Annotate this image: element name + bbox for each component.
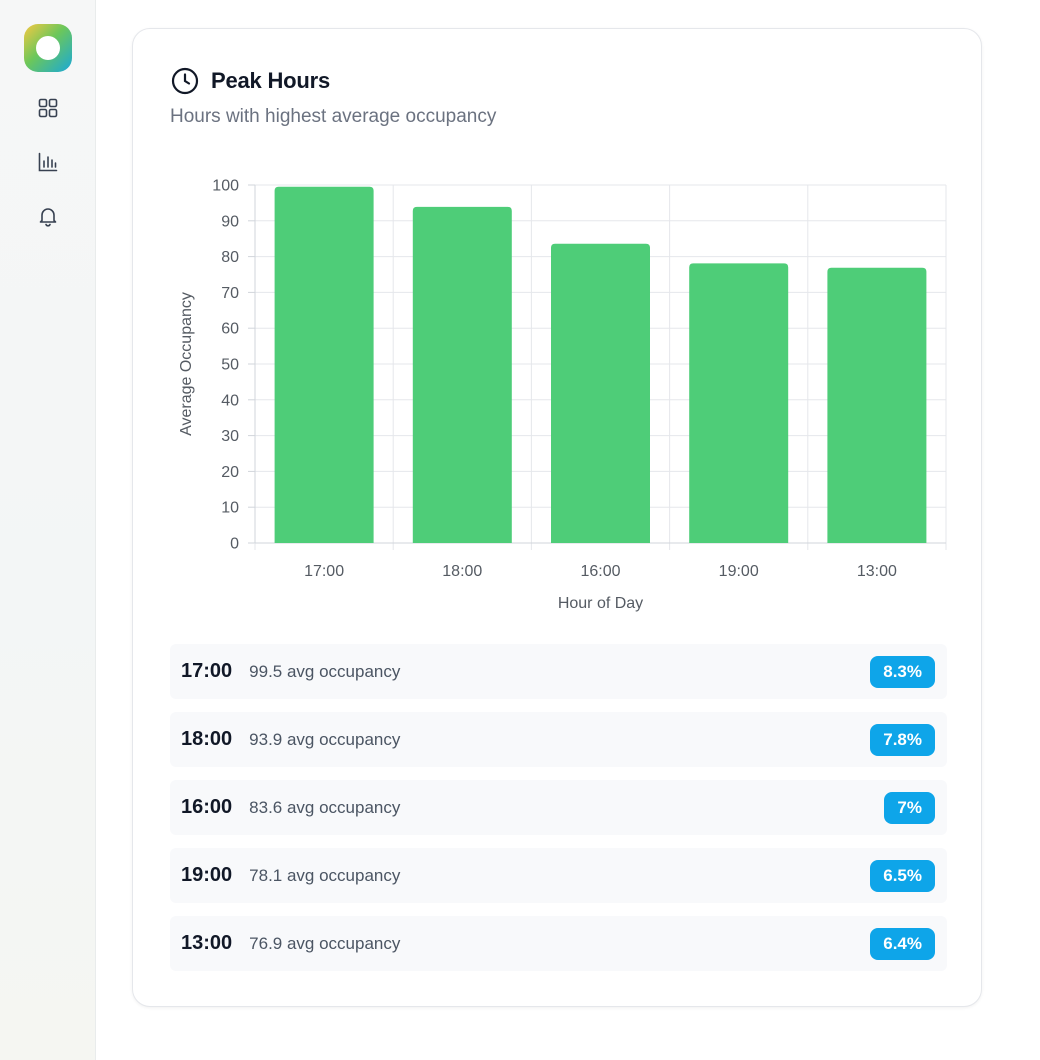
card-subtitle: Hours with highest average occupancy bbox=[170, 106, 497, 127]
list-item: 16:00 83.6 avg occupancy 7% bbox=[170, 780, 947, 835]
list-item: 18:00 93.9 avg occupancy 7.8% bbox=[170, 712, 947, 767]
list-item: 19:00 78.1 avg occupancy 6.5% bbox=[170, 848, 947, 903]
x-tick-label: 19:00 bbox=[719, 563, 759, 580]
y-tick-label: 50 bbox=[221, 357, 239, 374]
card-header: Peak Hours bbox=[170, 66, 330, 96]
bar-chart-icon[interactable] bbox=[36, 150, 60, 174]
bar-1600 bbox=[551, 243, 650, 543]
peak-hours-list: 17:00 99.5 avg occupancy 8.3% 18:00 93.9… bbox=[170, 644, 947, 984]
row-hour: 19:00 bbox=[181, 864, 233, 886]
bar-1700 bbox=[274, 186, 374, 544]
y-tick-label: 10 bbox=[221, 500, 239, 517]
bar-1900 bbox=[689, 263, 789, 543]
clock-icon bbox=[170, 66, 200, 96]
row-hour: 13:00 bbox=[181, 932, 233, 954]
y-tick-label: 60 bbox=[221, 321, 239, 338]
y-tick-label: 30 bbox=[221, 428, 239, 445]
share-badge: 8.3% bbox=[870, 656, 935, 688]
row-occupancy: 83.6 avg occupancy bbox=[249, 797, 401, 817]
row-hour: 16:00 bbox=[181, 796, 233, 818]
share-badge: 7% bbox=[884, 792, 935, 824]
row-occupancy: 78.1 avg occupancy bbox=[249, 865, 401, 885]
card-title: Peak Hours bbox=[211, 68, 331, 93]
share-badge: 6.5% bbox=[870, 860, 935, 892]
row-hour: 18:00 bbox=[181, 728, 233, 750]
sidebar bbox=[0, 0, 96, 1060]
x-tick-label: 13:00 bbox=[857, 563, 897, 580]
peak-hours-card: Peak Hours Hours with highest average oc… bbox=[132, 28, 982, 1007]
y-tick-label: 70 bbox=[221, 285, 239, 302]
peak-hours-bar-chart: 0 10 20 30 40 50 60 70 80 90 100 17:00 18:00 16:00 19:… bbox=[178, 178, 947, 612]
list-item: 17:00 99.5 avg occupancy 8.3% bbox=[170, 644, 947, 699]
bell-icon[interactable] bbox=[36, 204, 60, 228]
x-axis-title: Hour of Day bbox=[558, 595, 643, 612]
bar-1800 bbox=[412, 206, 512, 543]
share-badge: 7.8% bbox=[870, 724, 935, 756]
x-tick-label: 16:00 bbox=[580, 563, 620, 580]
row-hour: 17:00 bbox=[181, 660, 233, 682]
x-tick-label: 18:00 bbox=[442, 563, 482, 580]
y-tick-label: 100 bbox=[212, 178, 239, 195]
y-tick-label: 90 bbox=[221, 213, 239, 230]
share-badge: 6.4% bbox=[870, 928, 935, 960]
y-tick-label: 40 bbox=[221, 392, 239, 409]
app-logo[interactable] bbox=[24, 24, 72, 72]
bar-1300 bbox=[827, 267, 927, 543]
grid-icon[interactable] bbox=[36, 96, 60, 120]
list-item: 13:00 76.9 avg occupancy 6.4% bbox=[170, 916, 947, 971]
y-tick-label: 20 bbox=[221, 464, 239, 481]
y-tick-label: 80 bbox=[221, 249, 239, 266]
y-tick-label: 0 bbox=[230, 536, 239, 553]
row-occupancy: 76.9 avg occupancy bbox=[249, 933, 401, 953]
y-axis-title: Average Occupancy bbox=[178, 292, 195, 436]
x-tick-label: 17:00 bbox=[304, 563, 344, 580]
row-occupancy: 93.9 avg occupancy bbox=[249, 729, 401, 749]
row-occupancy: 99.5 avg occupancy bbox=[249, 661, 401, 681]
